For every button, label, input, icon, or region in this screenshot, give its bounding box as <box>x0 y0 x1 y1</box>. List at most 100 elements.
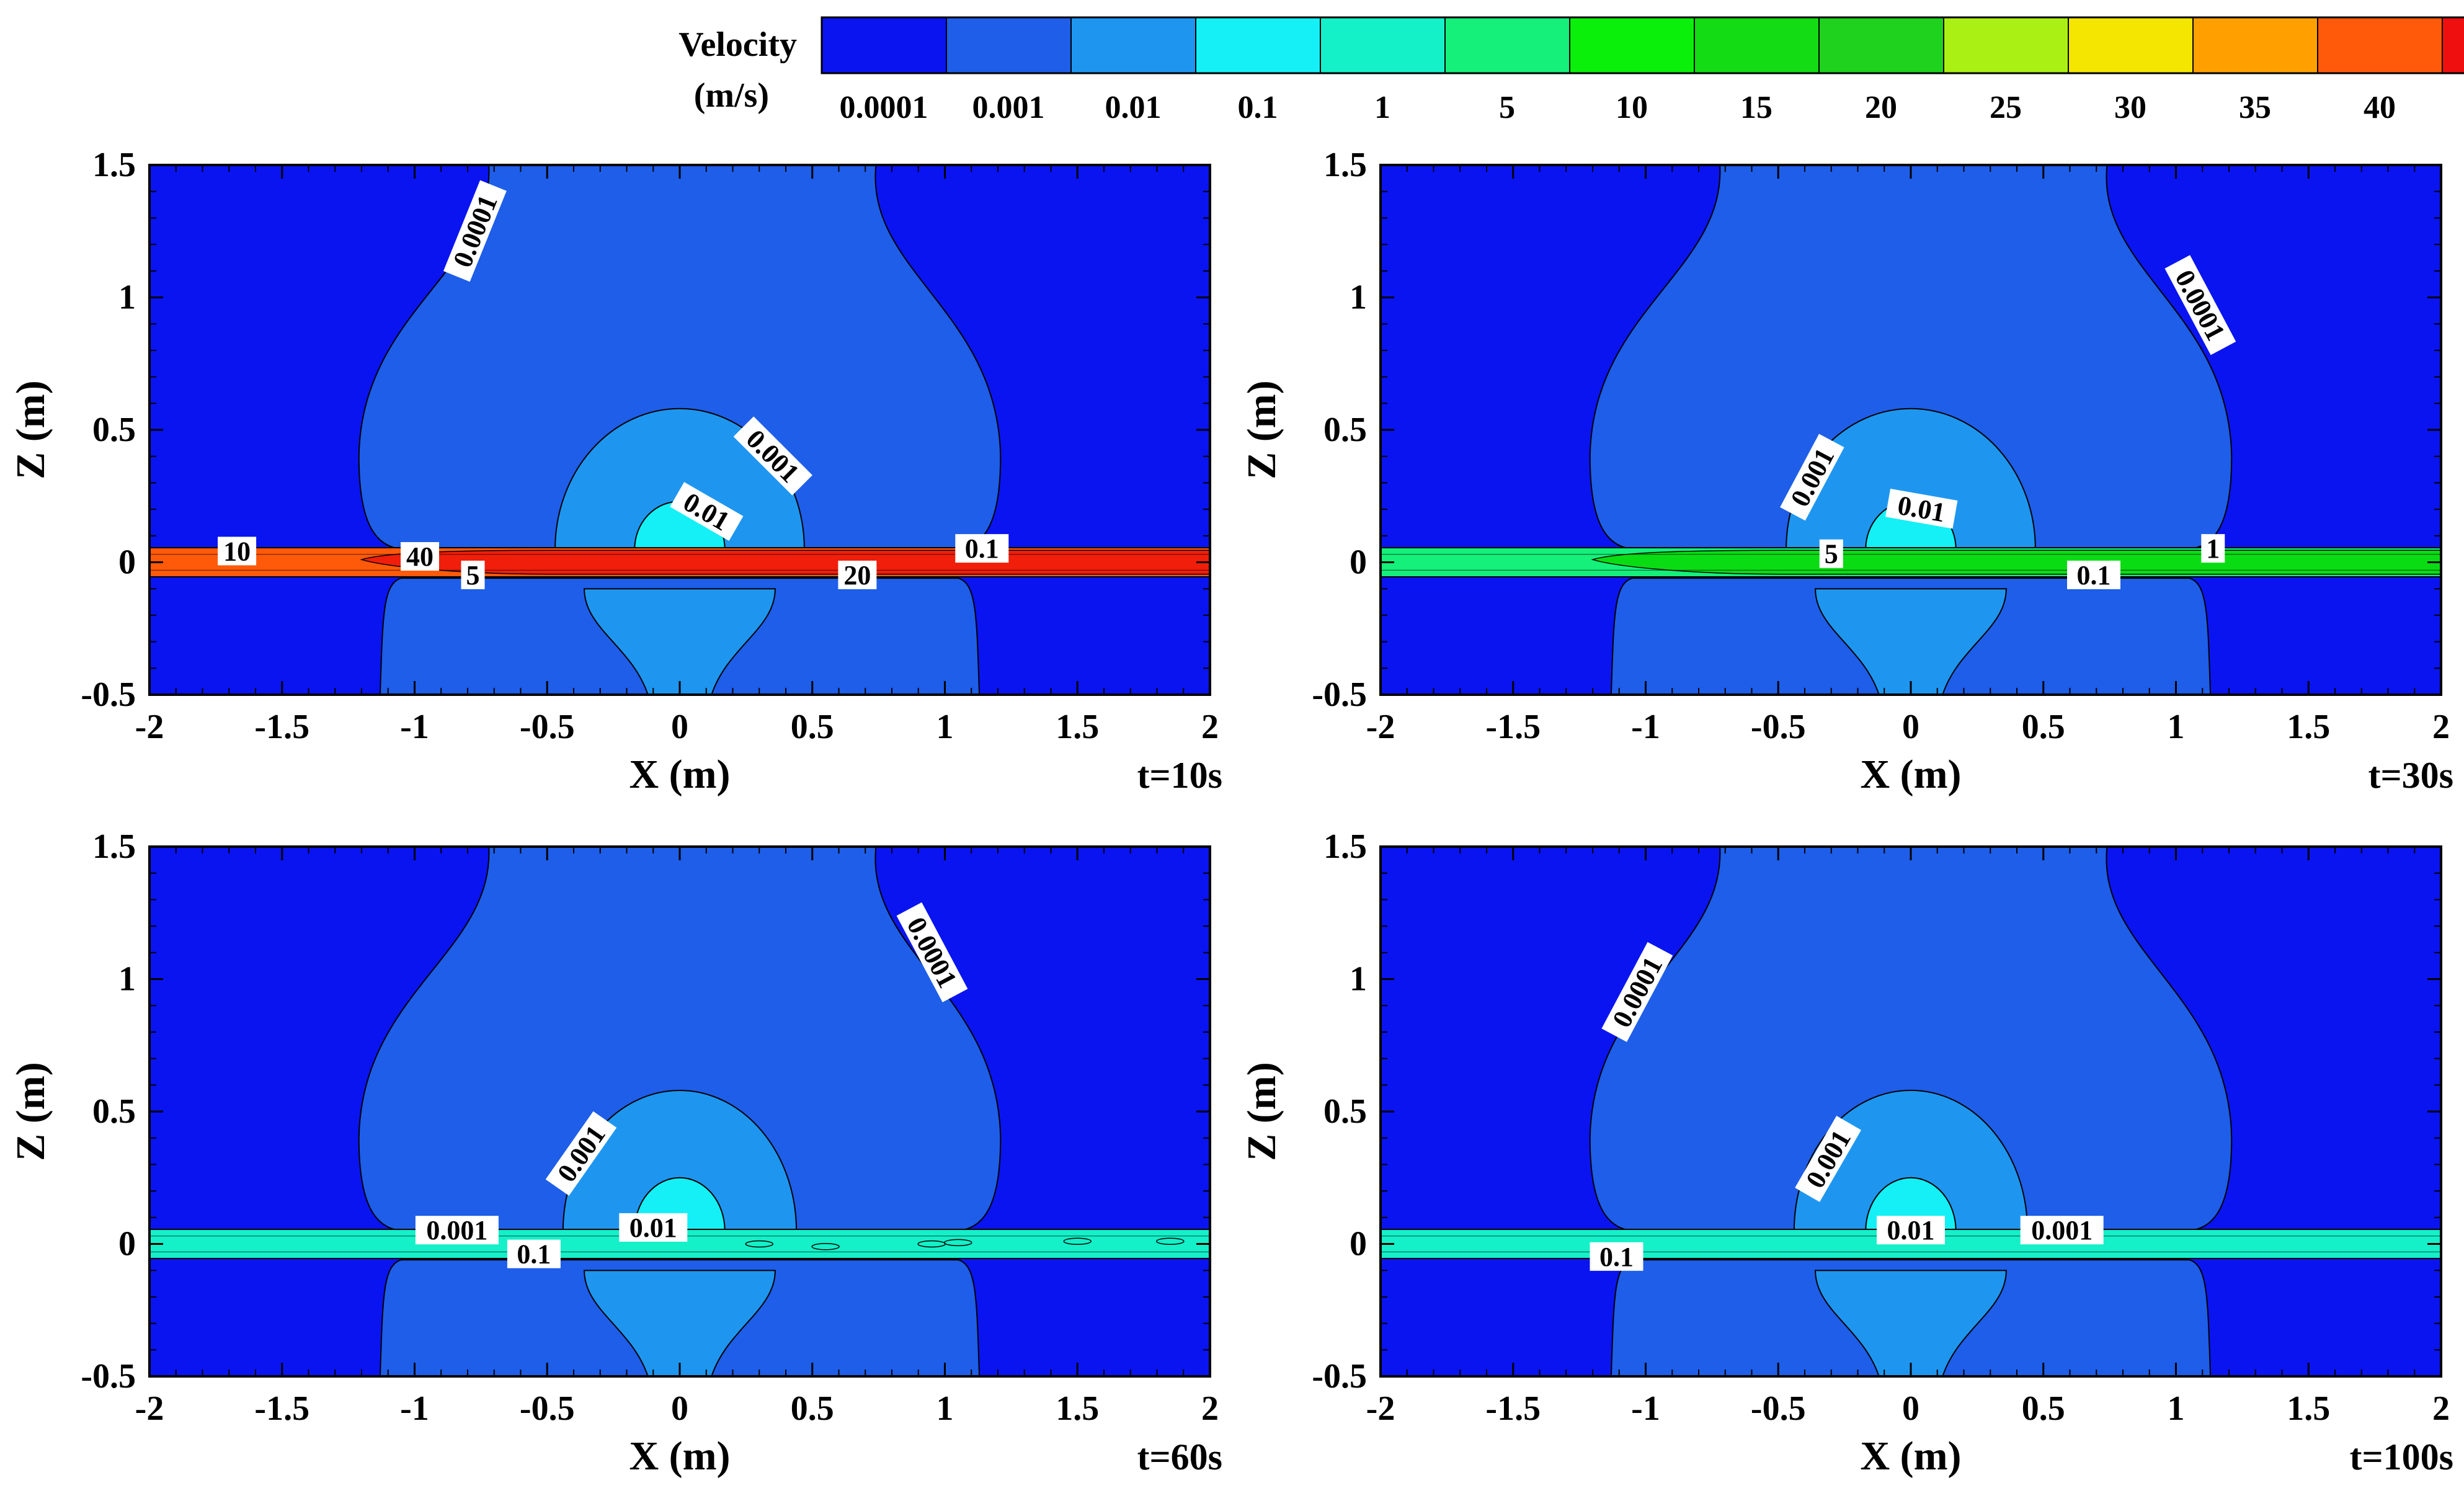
x-tick-label: -1.5 <box>254 1389 309 1428</box>
x-tick-label: 1.5 <box>2287 708 2330 746</box>
flow-band-core <box>360 550 1210 575</box>
x-tick-label: 2 <box>2432 708 2450 746</box>
x-tick-label: -0.5 <box>1751 1389 1806 1428</box>
legend-tick-label: 0.001 <box>972 90 1045 125</box>
contour-label: 20 <box>838 560 877 590</box>
contour-label-text: 5 <box>1825 539 1838 569</box>
contour-label-box <box>896 902 968 1002</box>
contour-label-text: 0.1 <box>1599 1242 1634 1272</box>
y-tick-label: 1.5 <box>1323 827 1367 866</box>
contour-label-text: 0.1 <box>2077 560 2111 590</box>
y-tick-label: 1 <box>1350 278 1367 317</box>
contour-label-box <box>2164 255 2236 355</box>
contour-label: 0.01 <box>619 1213 688 1243</box>
contour-label-box <box>1601 942 1673 1042</box>
legend-tick-labels: 0.0001 0.001 0.01 0.1 1 5 10 15 20 25 30 35 40 <box>840 90 2396 125</box>
contour-label-box <box>1780 434 1844 521</box>
y-tick-label: 0 <box>1350 543 1367 582</box>
contour-label-box <box>619 1213 688 1242</box>
x-tick-label: -1 <box>1631 1389 1660 1428</box>
y-axis-label: Z (m) <box>8 1062 53 1161</box>
band-speckle <box>811 1243 840 1250</box>
y-tick-label: 1 <box>118 278 136 317</box>
y-tick-label: -0.5 <box>81 1357 136 1396</box>
y-tick-label: -0.5 <box>81 675 136 714</box>
contour-label-text: 0.1 <box>965 533 999 564</box>
velocity-legend: Velocity (m/s) 0.0001 0.001 0.01 0.1 1 5 10 15 2… <box>678 16 2464 125</box>
contour-0.001-lower <box>1815 1270 2007 1376</box>
y-axis-label: Z (m) <box>1239 1062 1284 1161</box>
legend-tick-label: 35 <box>2239 90 2271 125</box>
y-tick-label: 0.5 <box>92 1092 136 1131</box>
legend-swatch <box>2192 17 2318 74</box>
contour-label: 1 <box>2201 533 2225 564</box>
legend-frame <box>821 16 2464 74</box>
x-tick-label: 0 <box>671 708 688 746</box>
contour-label-box <box>443 180 507 282</box>
flow-band-core <box>1591 550 2441 575</box>
contour-label-box <box>2067 560 2120 589</box>
contour-label: 10 <box>218 536 257 566</box>
x-tick-label: -1.5 <box>1485 1389 1541 1428</box>
legend-tick-label: 25 <box>1990 90 2022 125</box>
y-tick-label: 0 <box>118 543 136 582</box>
x-tick-label: -2 <box>1366 1389 1395 1428</box>
legend-tick-label: 5 <box>1499 90 1515 125</box>
contour-label: 0.01 <box>1885 488 1958 529</box>
y-tick-label: 0 <box>1350 1225 1367 1263</box>
contour-label-box <box>415 1216 499 1245</box>
legend-swatch <box>1444 17 1570 74</box>
contour-label-box <box>1877 1216 1945 1245</box>
x-axis-label: X (m) <box>1860 752 1961 797</box>
y-tick-label: 1.5 <box>92 827 136 866</box>
legend-swatch <box>2317 17 2443 74</box>
legend-swatch <box>1070 17 1196 74</box>
legend-swatch <box>1818 17 1944 74</box>
x-tick-label: 1.5 <box>2287 1389 2330 1428</box>
x-tick-label: -1.5 <box>254 708 309 746</box>
band-speckle <box>1156 1237 1185 1245</box>
y-tick-label: 0.5 <box>1323 411 1367 449</box>
contour-label: 0.1 <box>1590 1242 1643 1272</box>
contour-label: 40 <box>401 541 439 572</box>
y-tick-label: -0.5 <box>1312 1357 1367 1396</box>
legend-tick-label: 20 <box>1865 90 1897 125</box>
contour-label-text: 0.001 <box>2031 1215 2093 1245</box>
legend-tick-label: 0.0001 <box>840 90 928 125</box>
x-tick-label: 0.5 <box>2022 708 2065 746</box>
x-tick-label: 0 <box>1902 1389 1919 1428</box>
x-tick-label: -1 <box>400 1389 429 1428</box>
y-tick-label: 1.5 <box>1323 146 1367 184</box>
contour-0.001-lower <box>584 1270 776 1376</box>
contour-label: 0.1 <box>2067 560 2120 590</box>
contour-label-box <box>461 560 485 589</box>
x-tick-label: 0.5 <box>791 1389 834 1428</box>
time-label: t=30s <box>2368 755 2453 796</box>
legend-tick-label: 1 <box>1374 90 1390 125</box>
contour-label: 0.1 <box>507 1239 561 1270</box>
legend-swatch <box>2068 17 2194 74</box>
contour-label-box <box>507 1239 561 1268</box>
y-tick-label: 1 <box>118 960 136 999</box>
time-label: t=10s <box>1137 755 1222 796</box>
x-tick-label: -0.5 <box>1751 708 1806 746</box>
legend-swatch <box>1943 17 2069 74</box>
x-tick-label: 1 <box>936 1389 954 1428</box>
contour-label-text: 0.01 <box>629 1213 677 1243</box>
contour-label-text: 20 <box>843 560 871 590</box>
x-tick-label: -1 <box>1631 708 1660 746</box>
contour-label-box <box>218 537 257 566</box>
x-tick-label: 2 <box>1201 708 1219 746</box>
contour-0.001-lower <box>584 588 776 695</box>
legend-swatch <box>946 17 1072 74</box>
contour-label-text: 0.01 <box>1887 1215 1935 1245</box>
x-tick-label: -1.5 <box>1485 708 1541 746</box>
x-tick-label: 1 <box>2168 1389 2185 1428</box>
time-label: t=60s <box>1137 1437 1222 1477</box>
x-tick-label: 1.5 <box>1056 708 1099 746</box>
contour-label-text: 5 <box>466 560 480 590</box>
contour-label-box <box>545 1111 617 1196</box>
